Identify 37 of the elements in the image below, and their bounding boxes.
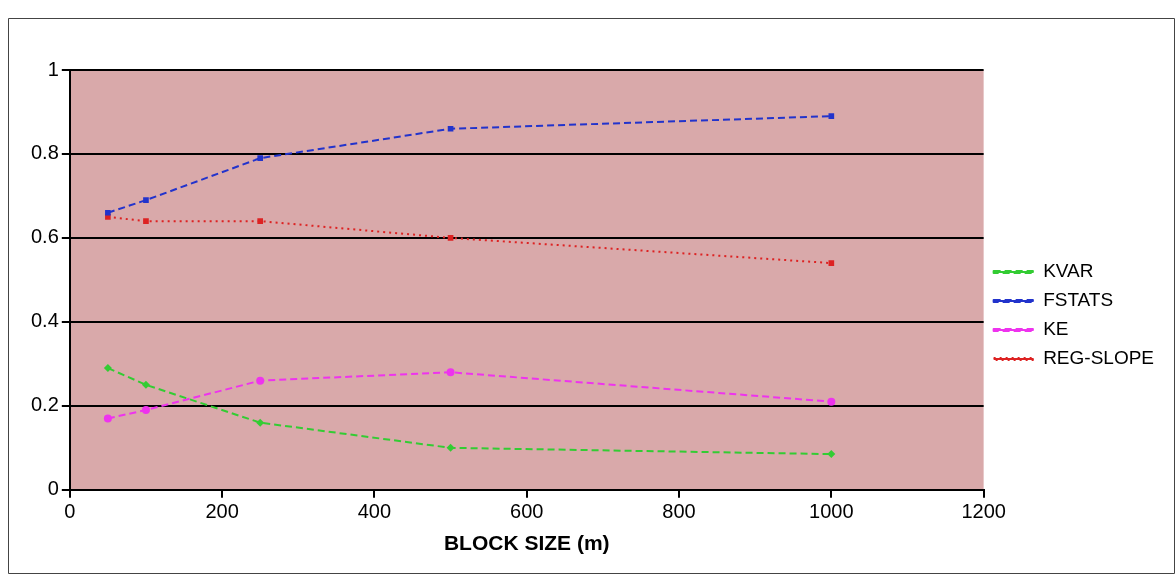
point (256, 376, 265, 385)
point (141, 380, 150, 389)
x-tick-label: 1000 (809, 500, 854, 523)
y-tick-label: 0 (47, 477, 59, 500)
y-tick-label: 0.4 (30, 309, 59, 332)
y-tick-label: 0.6 (30, 225, 59, 248)
legend-label: FSTATS (1043, 289, 1114, 311)
x-tick-label: 0 (64, 500, 76, 523)
point (103, 364, 112, 373)
x-tick-label: 800 (662, 500, 696, 523)
point (447, 235, 454, 241)
legend-label: KE (1043, 318, 1069, 340)
point (257, 218, 264, 224)
x-tick-label: 400 (357, 500, 392, 523)
point (447, 125, 454, 132)
x-tick-label: 600 (510, 500, 544, 523)
point (446, 443, 455, 452)
point (827, 397, 836, 406)
point (143, 218, 149, 224)
point (257, 155, 264, 161)
point (141, 406, 150, 415)
legend-label: REG-SLOPE (1043, 347, 1155, 369)
y-tick-label: 0.8 (30, 141, 59, 164)
y-tick-label: 1 (47, 57, 59, 80)
point (828, 260, 835, 266)
point (827, 450, 836, 459)
point (446, 368, 455, 377)
point (105, 209, 111, 216)
point (103, 414, 112, 423)
x-tick-label: 200 (205, 500, 239, 523)
point (828, 113, 835, 120)
y-tick-label: 0.2 (30, 393, 59, 416)
point (143, 197, 149, 203)
legend-label: KVAR (1043, 260, 1094, 282)
x-axis-title: BLOCK SIZE (m) (443, 531, 610, 555)
x-tick-label: 1200 (961, 500, 1006, 523)
point (256, 418, 265, 427)
